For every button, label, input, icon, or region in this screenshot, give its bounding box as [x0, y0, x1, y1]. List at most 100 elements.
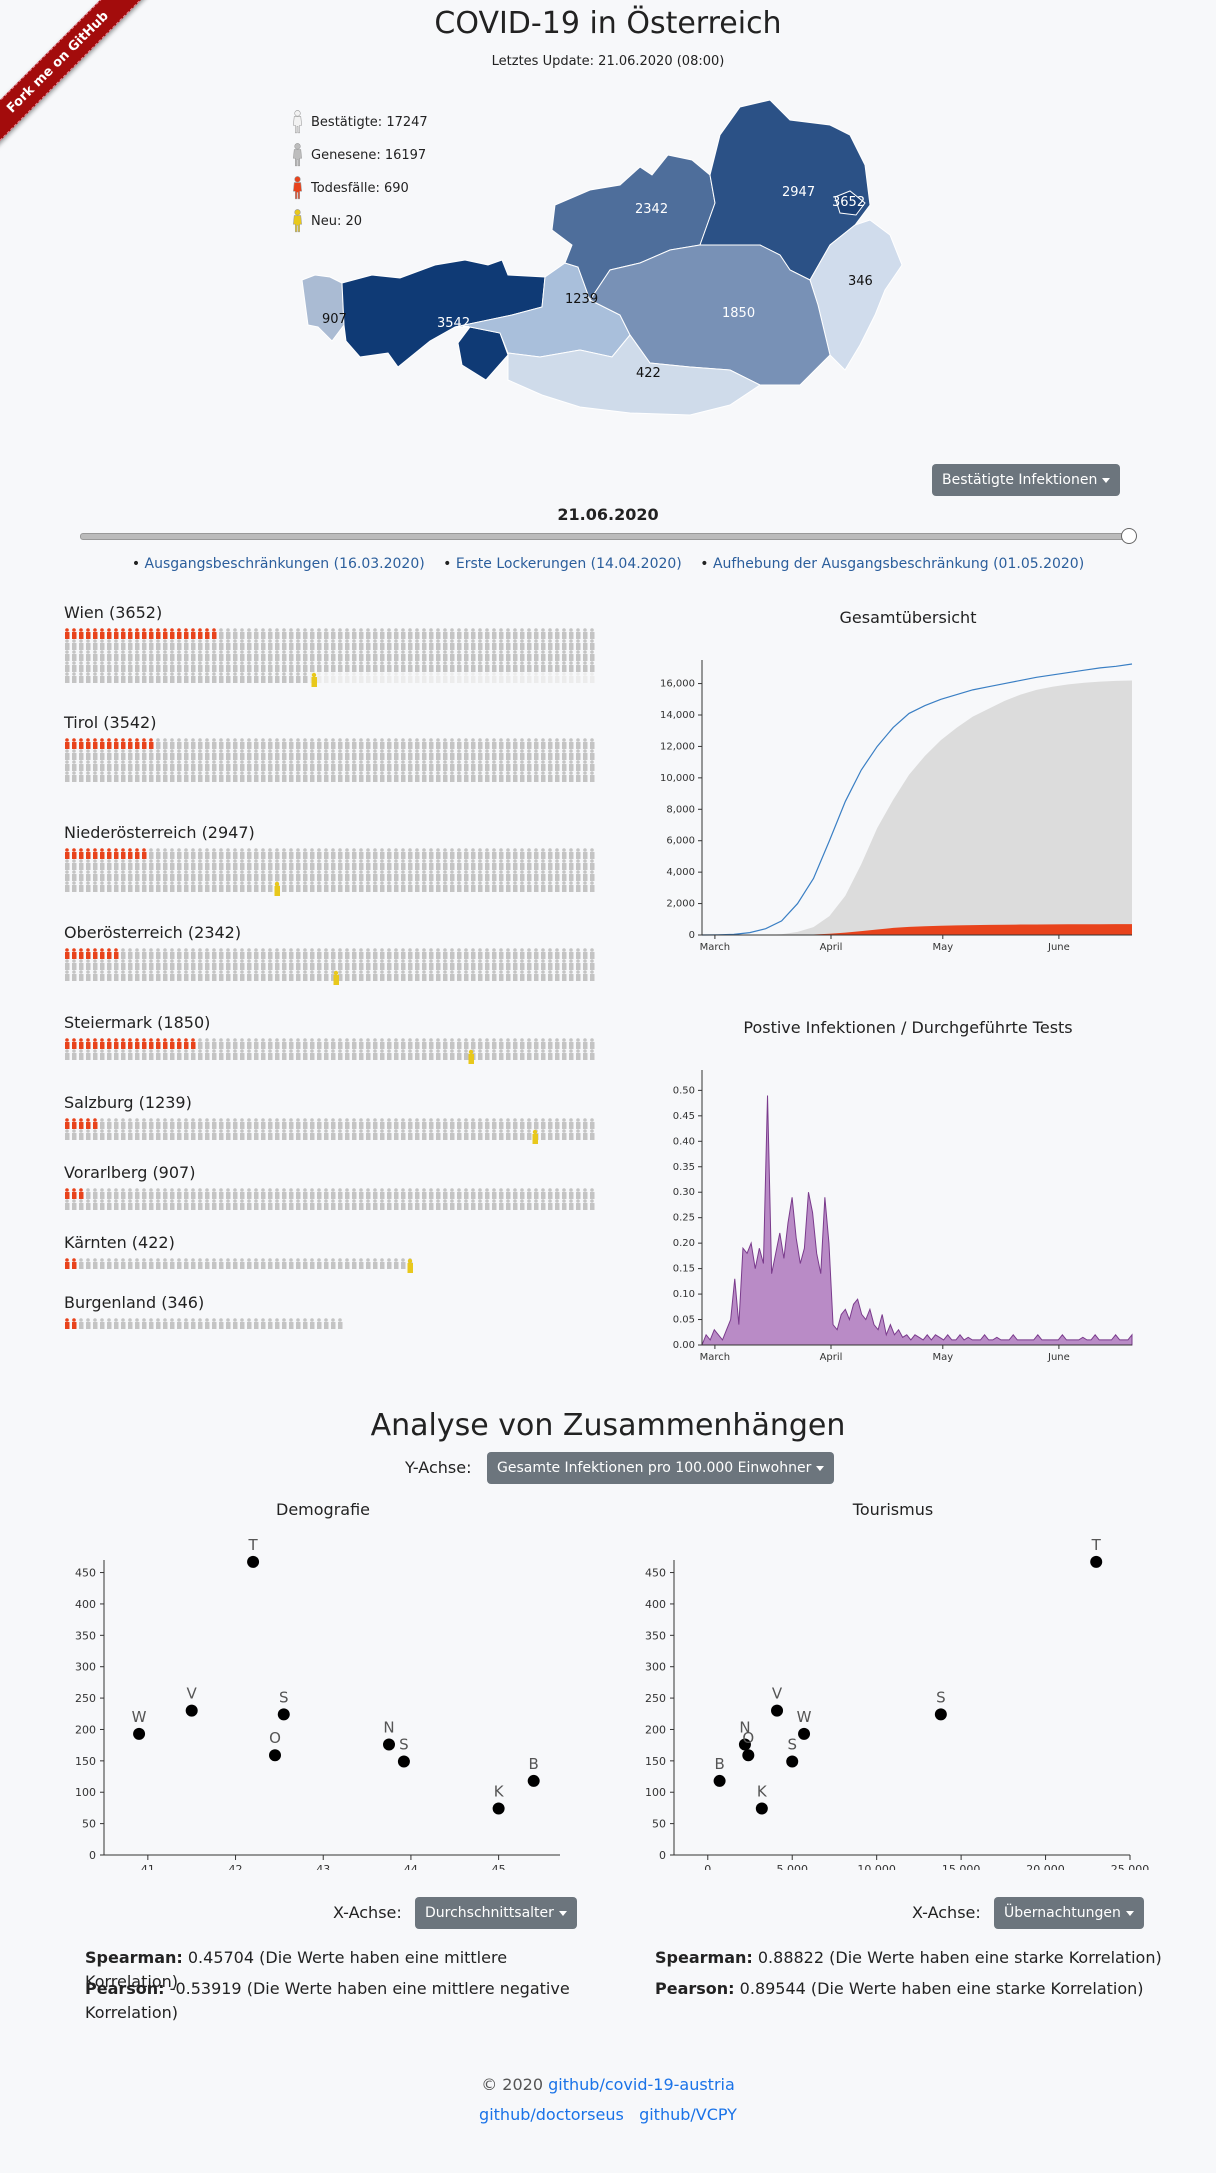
- person-mark: [464, 1188, 469, 1199]
- person-mark: [576, 881, 581, 892]
- person-mark: [198, 749, 203, 760]
- person-mark: [65, 639, 70, 650]
- person-mark: [492, 749, 497, 760]
- person-mark: [359, 628, 364, 639]
- person-mark: [282, 970, 287, 981]
- person-mark: [282, 771, 287, 782]
- vcpy-link[interactable]: github/VCPY: [639, 2105, 737, 2124]
- person-mark: [380, 1129, 385, 1140]
- person-mark: [527, 1038, 532, 1049]
- spearman-left: Spearman: 0.45704 (Die Werte haben eine …: [85, 1946, 585, 1994]
- person-mark: [359, 1258, 364, 1269]
- metric-dropdown[interactable]: Bestätigte Infektionen: [932, 464, 1121, 496]
- person-mark: [233, 1129, 238, 1140]
- person-mark: [436, 1118, 441, 1129]
- y-tick-label: 300: [645, 1661, 666, 1674]
- map-region-kaernten[interactable]: [507, 334, 761, 416]
- person-mark: [233, 650, 238, 661]
- milestone-link[interactable]: Erste Lockerungen (14.04.2020): [443, 556, 682, 572]
- person-mark: [555, 639, 560, 650]
- person-mark: [443, 639, 448, 650]
- person-mark: [324, 1038, 329, 1049]
- person-mark: [268, 1129, 273, 1140]
- milestone-link[interactable]: Ausgangsbeschränkungen (16.03.2020): [132, 556, 425, 572]
- person-mark: [100, 1318, 105, 1329]
- person-mark: [261, 970, 266, 981]
- map-region-vorarlberg[interactable]: [301, 274, 345, 342]
- person-mark: [548, 771, 553, 782]
- person-mark: [478, 948, 483, 959]
- person-mark: [415, 881, 420, 892]
- person-mark: [506, 1118, 511, 1129]
- person-mark: [254, 1258, 259, 1269]
- repo-link[interactable]: github/covid-19-austria: [548, 2075, 735, 2094]
- person-mark: [93, 749, 98, 760]
- person-mark: [492, 661, 497, 672]
- y-tick-label: 350: [75, 1629, 96, 1642]
- person-mark: [338, 749, 343, 760]
- person-mark: [184, 628, 189, 639]
- x-axis-dropdown-left[interactable]: Durchschnittsalter: [415, 1897, 577, 1929]
- person-mark: [86, 650, 91, 661]
- y-axis-dropdown[interactable]: Gesamte Infektionen pro 100.000 Einwohne…: [487, 1452, 835, 1484]
- person-mark: [107, 870, 112, 881]
- person-mark: [121, 948, 126, 959]
- milestone-link[interactable]: Aufhebung der Ausgangsbeschränkung (01.0…: [700, 556, 1084, 572]
- person-mark: [429, 760, 434, 771]
- person-mark: [86, 639, 91, 650]
- point-label: W: [132, 1708, 147, 1726]
- person-mark: [254, 1129, 259, 1140]
- person-mark: [240, 1049, 245, 1060]
- person-mark: [100, 639, 105, 650]
- person-mark: [520, 749, 525, 760]
- person-mark: [331, 959, 336, 970]
- date-slider-track[interactable]: [80, 533, 1134, 540]
- person-mark: [184, 771, 189, 782]
- person-mark: [177, 1258, 182, 1269]
- person-mark: [485, 760, 490, 771]
- person-mark: [436, 959, 441, 970]
- person-mark: [422, 650, 427, 661]
- person-mark: [303, 628, 308, 639]
- person-mark: [289, 1258, 294, 1269]
- y-tick-label: 0.45: [673, 1111, 695, 1122]
- person-mark: [310, 1049, 315, 1060]
- data-point: [527, 1774, 540, 1787]
- person-mark: [555, 970, 560, 981]
- person-mark: [527, 749, 532, 760]
- person-mark: [415, 859, 420, 870]
- date-slider-handle[interactable]: [1121, 528, 1137, 544]
- doctorseus-link[interactable]: github/doctorseus: [479, 2105, 624, 2124]
- person-mark: [408, 848, 413, 859]
- x-tick-label: March: [700, 942, 730, 953]
- person-mark: [212, 1038, 217, 1049]
- person-mark: [275, 1118, 280, 1129]
- person-mark: [79, 859, 84, 870]
- person-mark: [590, 1049, 595, 1060]
- person-mark: [464, 959, 469, 970]
- data-point: [492, 1802, 505, 1815]
- person-mark: [345, 948, 350, 959]
- person-mark: [548, 1199, 553, 1210]
- person-mark: [282, 749, 287, 760]
- person-mark: [86, 749, 91, 760]
- person-mark: [240, 771, 245, 782]
- person-mark: [366, 848, 371, 859]
- person-mark: [422, 672, 427, 683]
- person-mark: [380, 661, 385, 672]
- person-mark: [548, 1049, 553, 1060]
- person-mark: [555, 1118, 560, 1129]
- person-mark: [555, 881, 560, 892]
- person-mark: [345, 848, 350, 859]
- person-mark: [128, 959, 133, 970]
- person-mark: [534, 661, 539, 672]
- person-mark: [128, 1258, 133, 1269]
- person-mark: [205, 771, 210, 782]
- person-mark: [324, 848, 329, 859]
- person-mark: [373, 948, 378, 959]
- person-mark: [513, 870, 518, 881]
- map-region-wien[interactable]: [834, 190, 866, 216]
- x-axis-dropdown-right[interactable]: Übernachtungen: [994, 1897, 1144, 1929]
- person-mark: [135, 639, 140, 650]
- person-mark: [156, 1199, 161, 1210]
